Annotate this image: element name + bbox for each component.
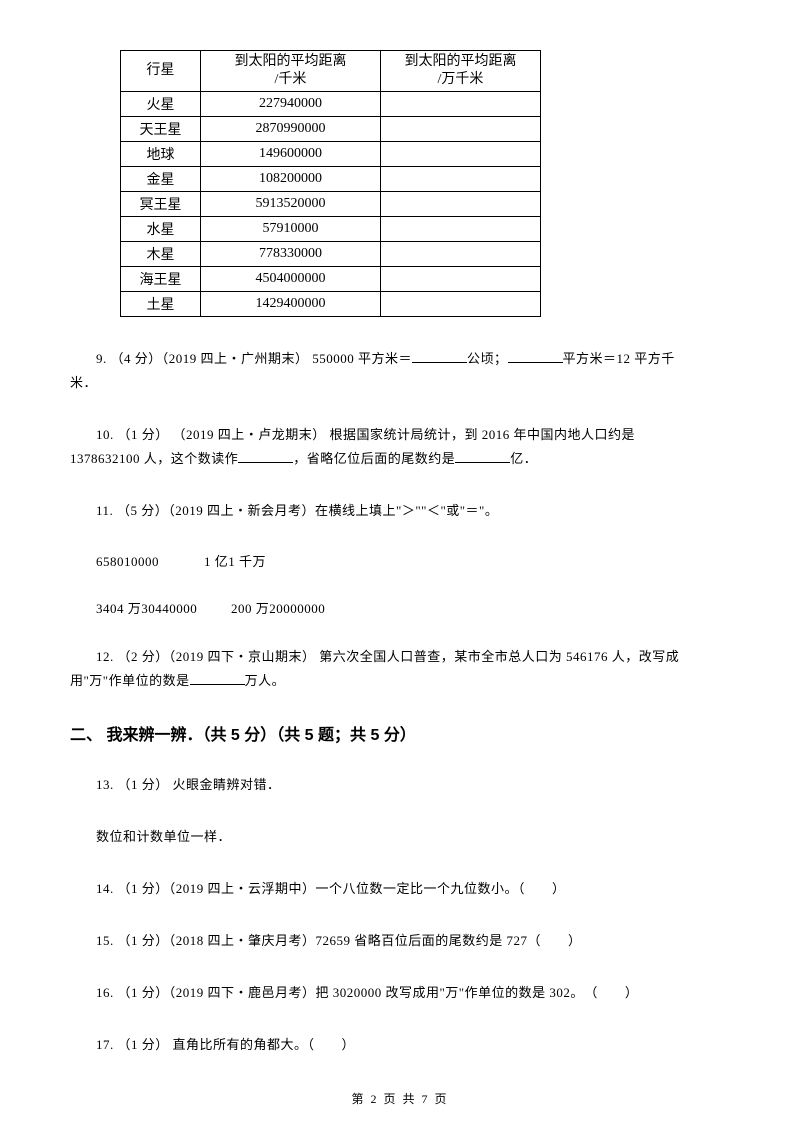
table-header-planet: 行星 (121, 51, 201, 92)
page-footer: 第 2 页 共 7 页 (0, 1090, 800, 1107)
question-16: 16. （1 分）（2019 四下・鹿邑月考）把 3020000 改写成用"万"… (70, 981, 730, 1005)
table-row: 火星227940000 (121, 92, 541, 117)
question-14: 14. （1 分）（2019 四上・云浮期中）一个八位数一定比一个九位数小。（ … (70, 877, 730, 901)
table-header-km: 到太阳的平均距离/千米 (201, 51, 381, 92)
question-11-row1: 658010000 1 亿1 千万 (70, 551, 730, 570)
question-11: 11. （5 分）（2019 四上・新会月考）在横线上填上"＞""＜"或"＝"。 (70, 499, 730, 523)
table-row: 水星57910000 (121, 217, 541, 242)
question-12: 12. （2 分）（2019 四下・京山期末） 第六次全国人口普查，某市全市总人… (70, 645, 730, 669)
table-header-wankm: 到太阳的平均距离/万千米 (381, 51, 541, 92)
table-row: 海王星4504000000 (121, 267, 541, 292)
table-row: 地球149600000 (121, 142, 541, 167)
question-12-line2: 用"万"作单位的数是万人。 (70, 669, 730, 693)
planet-distance-table: 行星 到太阳的平均距离/千米 到太阳的平均距离/万千米 火星227940000天… (120, 50, 541, 317)
question-11-row2: 3404 万30440000 200 万20000000 (70, 598, 730, 617)
question-9-line2: 米． (70, 371, 730, 395)
question-15: 15. （1 分）（2018 四上・肇庆月考）72659 省略百位后面的尾数约是… (70, 929, 730, 953)
table-row: 木星778330000 (121, 242, 541, 267)
table-row: 金星108200000 (121, 167, 541, 192)
table-row: 土星1429400000 (121, 292, 541, 317)
question-13: 13. （1 分） 火眼金睛辨对错． (70, 773, 730, 797)
question-17: 17. （1 分） 直角比所有的角都大。（ ） (70, 1033, 730, 1057)
table-row: 冥王星5913520000 (121, 192, 541, 217)
question-10: 10. （1 分） （2019 四上・卢龙期末） 根据国家统计局统计，到 201… (70, 423, 730, 447)
question-13-line2: 数位和计数单位一样． (70, 825, 730, 849)
table-row: 天王星2870990000 (121, 117, 541, 142)
question-9: 9. （4 分）（2019 四上・广州期末） 550000 平方米＝公顷；平方米… (70, 347, 730, 371)
section-2-title: 二、 我来辨一辨．（共 5 分）（共 5 题；共 5 分） (70, 721, 730, 745)
question-10-line2: 1378632100 人，这个数读作，省略亿位后面的尾数约是亿． (70, 447, 730, 471)
